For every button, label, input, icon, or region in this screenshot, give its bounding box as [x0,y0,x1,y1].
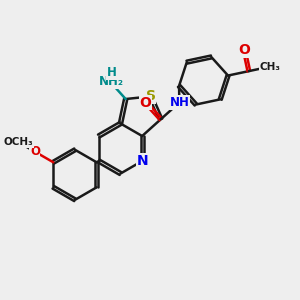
Text: N: N [136,154,148,168]
Text: O: O [140,95,152,110]
Text: O: O [238,43,250,57]
Text: OCH₃: OCH₃ [4,137,34,147]
Text: NH₂: NH₂ [99,75,124,88]
Text: CH₃: CH₃ [259,62,280,72]
Text: S: S [146,89,156,103]
Text: H: H [106,66,116,80]
Text: NH: NH [169,96,189,109]
Text: O: O [30,145,40,158]
